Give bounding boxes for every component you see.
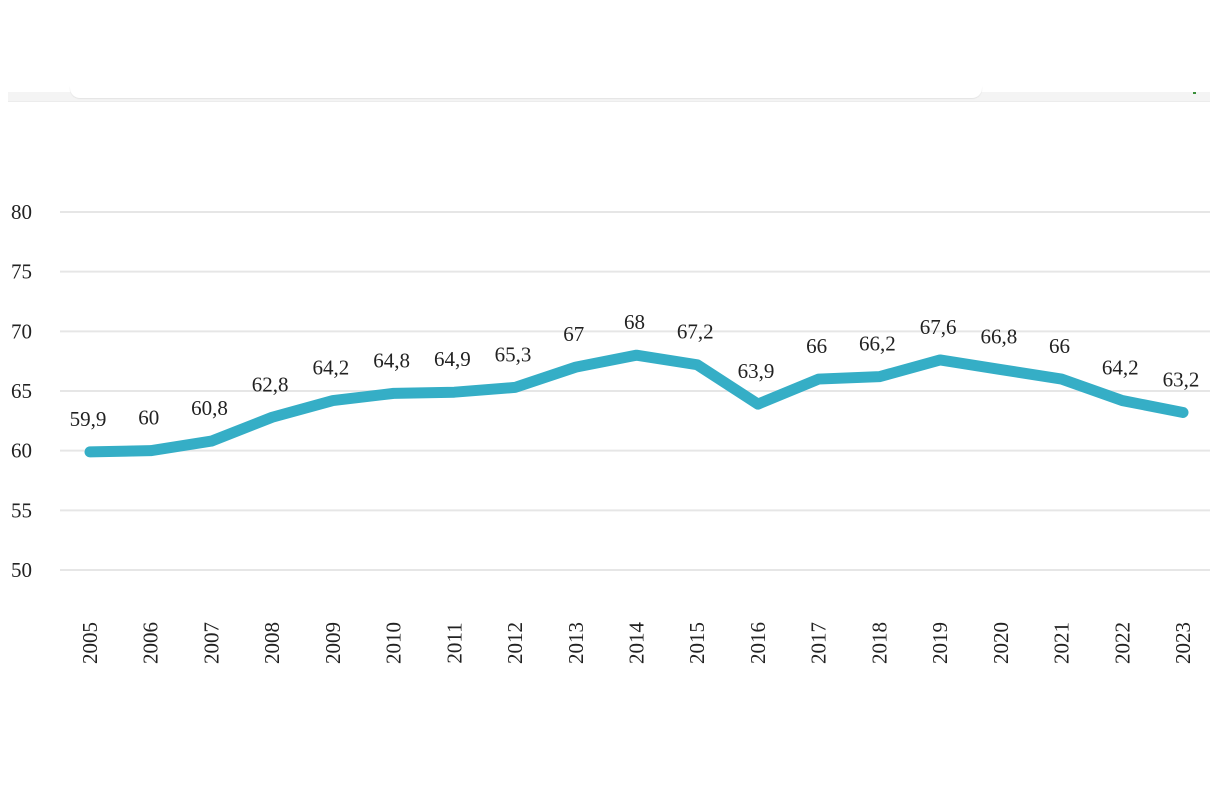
x-axis-ticks: 2005 2006 2007 2008 2009 2010 2011 2012 2013 2014… bbox=[78, 622, 1195, 665]
data-point bbox=[939, 359, 941, 361]
x-tick-label: 2007 bbox=[199, 622, 223, 664]
x-tick-label: 2009 bbox=[321, 622, 345, 664]
data-label: 63,2 bbox=[1163, 367, 1200, 391]
data-point bbox=[1000, 369, 1002, 371]
y-tick-label: 75 bbox=[11, 260, 32, 284]
x-tick-label: 2008 bbox=[260, 622, 284, 664]
data-point bbox=[453, 391, 455, 393]
series-line bbox=[84, 349, 1189, 458]
x-tick-label: 2018 bbox=[867, 622, 891, 664]
x-tick-label: 2022 bbox=[1110, 622, 1134, 664]
series-layer bbox=[84, 349, 1189, 458]
y-tick-label: 80 bbox=[11, 200, 32, 224]
data-label: 66,8 bbox=[980, 325, 1017, 349]
data-point bbox=[89, 451, 91, 453]
data-label: 66,2 bbox=[859, 332, 896, 356]
x-tick-label: 2015 bbox=[685, 622, 709, 664]
status-indicator-icon bbox=[1193, 92, 1196, 94]
y-tick-label: 55 bbox=[11, 498, 32, 522]
data-label: 60,8 bbox=[191, 396, 228, 420]
x-tick-label: 2021 bbox=[1050, 622, 1074, 664]
x-tick-label: 2006 bbox=[139, 622, 163, 664]
x-tick-label: 2005 bbox=[78, 622, 102, 664]
data-label: 66 bbox=[806, 334, 827, 358]
data-label: 64,2 bbox=[313, 356, 350, 380]
y-tick-label: 65 bbox=[11, 379, 32, 403]
data-point bbox=[393, 392, 395, 394]
data-point bbox=[210, 440, 212, 442]
data-label: 64,8 bbox=[373, 348, 410, 372]
data-point bbox=[575, 366, 577, 368]
x-tick-label: 2010 bbox=[382, 622, 406, 664]
data-label: 68 bbox=[624, 310, 645, 334]
data-point bbox=[150, 450, 152, 452]
data-point bbox=[818, 378, 820, 380]
data-point bbox=[1182, 411, 1184, 413]
x-tick-label: 2019 bbox=[928, 622, 952, 664]
data-label: 67 bbox=[563, 322, 584, 346]
x-tick-label: 2011 bbox=[442, 622, 466, 663]
top-toolbar-panel bbox=[70, 86, 982, 98]
x-tick-label: 2020 bbox=[989, 622, 1013, 664]
data-label: 67,2 bbox=[677, 320, 714, 344]
data-label: 67,6 bbox=[920, 315, 957, 339]
data-point bbox=[1121, 400, 1123, 402]
data-label: 60 bbox=[138, 406, 159, 430]
x-tick-label: 2014 bbox=[625, 622, 649, 665]
x-tick-label: 2012 bbox=[503, 622, 527, 664]
gridlines bbox=[60, 211, 1210, 571]
y-tick-label: 70 bbox=[11, 319, 32, 343]
x-tick-label: 2023 bbox=[1171, 622, 1195, 664]
data-point bbox=[636, 354, 637, 356]
data-label: 62,8 bbox=[252, 372, 289, 396]
data-point bbox=[757, 403, 759, 405]
y-tick-label: 50 bbox=[11, 558, 32, 582]
data-point bbox=[878, 376, 880, 378]
data-point bbox=[271, 416, 273, 418]
data-label: 65,3 bbox=[495, 342, 532, 366]
y-tick-label: 60 bbox=[11, 439, 32, 463]
data-label: 66 bbox=[1049, 334, 1070, 358]
x-tick-label: 2017 bbox=[807, 622, 831, 664]
data-point bbox=[696, 364, 698, 366]
data-point bbox=[1061, 378, 1063, 380]
data-label: 63,9 bbox=[738, 359, 775, 383]
data-label: 59,9 bbox=[70, 407, 107, 431]
data-labels: 59,9 60 60,8 62,8 64,2 64,8 64,9 65,3 67 68 67,2 63… bbox=[70, 310, 1200, 431]
data-point bbox=[514, 386, 516, 388]
x-tick-label: 2013 bbox=[564, 622, 588, 664]
data-label: 64,2 bbox=[1102, 356, 1139, 380]
y-axis-ticks: 50 55 60 65 70 75 80 bbox=[11, 200, 32, 582]
x-tick-label: 2016 bbox=[746, 622, 770, 664]
data-point bbox=[332, 400, 334, 402]
data-label: 64,9 bbox=[434, 347, 471, 371]
